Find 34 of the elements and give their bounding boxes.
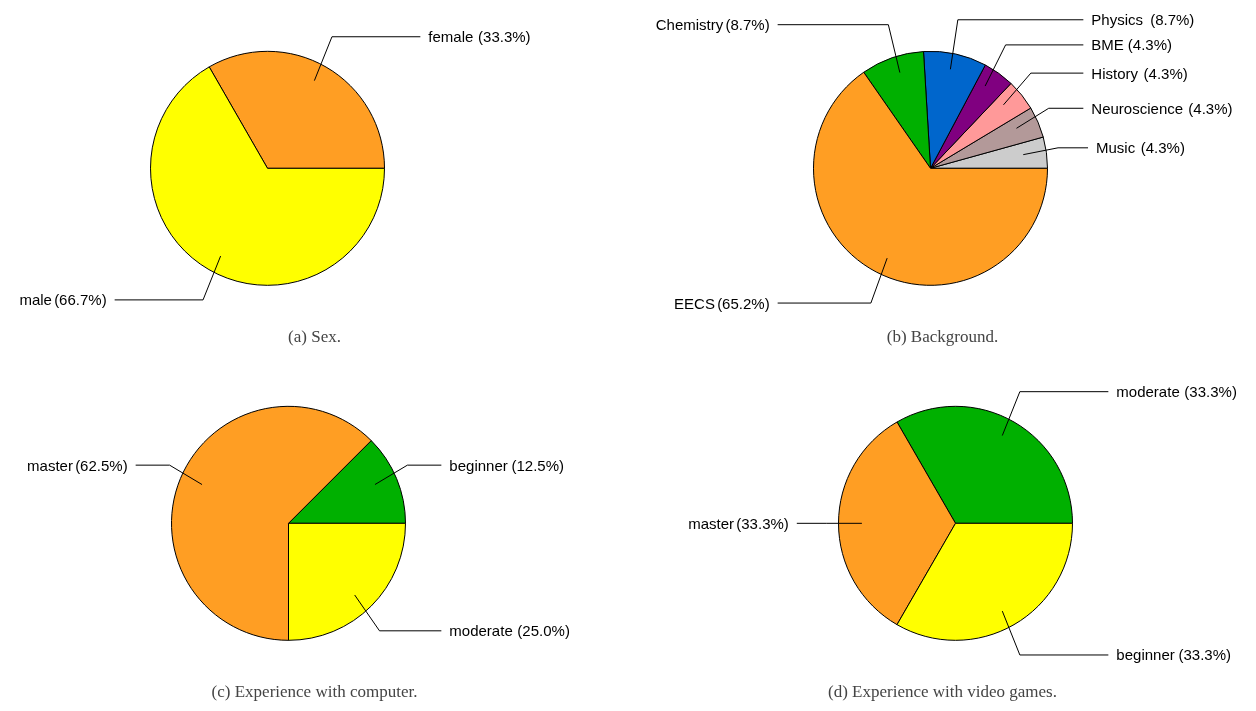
- data-label: (12.5%): [511, 456, 564, 474]
- data-label: (4.3%): [1140, 139, 1185, 157]
- data-label: (8.7%): [1150, 11, 1195, 29]
- slice-label: BME: [1091, 36, 1124, 54]
- data-label: (33.3%): [736, 514, 789, 532]
- slice-label: moderate: [449, 622, 513, 640]
- data-label: (33.3%): [1184, 383, 1237, 401]
- slice-label: master: [27, 456, 73, 474]
- data-label: (66.7%): [54, 291, 107, 309]
- data-label: (33.3%): [478, 28, 531, 46]
- slice-label: History: [1091, 64, 1139, 82]
- text: (c) Experience with computer.: [211, 681, 418, 701]
- data-label: (4.3%): [1143, 64, 1188, 82]
- slice-label: moderate: [1116, 383, 1180, 401]
- slice-label: Chemistry: [655, 16, 724, 34]
- text: (b) Background.: [886, 326, 999, 346]
- slice-label: Music: [1096, 139, 1136, 157]
- data-label: (4.3%): [1188, 99, 1233, 117]
- slice-label: master: [688, 514, 735, 532]
- data-label: (33.3%): [1178, 646, 1231, 664]
- slice-label: Neuroscience: [1091, 99, 1184, 117]
- slice-label: Physics: [1091, 11, 1144, 29]
- slice-label: EECS: [674, 294, 715, 312]
- slice-label: male: [19, 291, 52, 309]
- data-label: (62.5%): [75, 456, 128, 474]
- data-label: (4.3%): [1127, 36, 1173, 54]
- text: (d) Experience with video games.: [828, 681, 1057, 701]
- slice-label: beginner: [1116, 646, 1175, 664]
- slice-label: beginner: [449, 456, 508, 474]
- data-label: (25.0%): [517, 622, 570, 640]
- slice-label: female: [428, 28, 474, 46]
- data-label: (65.2%): [717, 294, 770, 312]
- data-label: (8.7%): [725, 16, 770, 34]
- text: (a) Sex.: [288, 326, 341, 346]
